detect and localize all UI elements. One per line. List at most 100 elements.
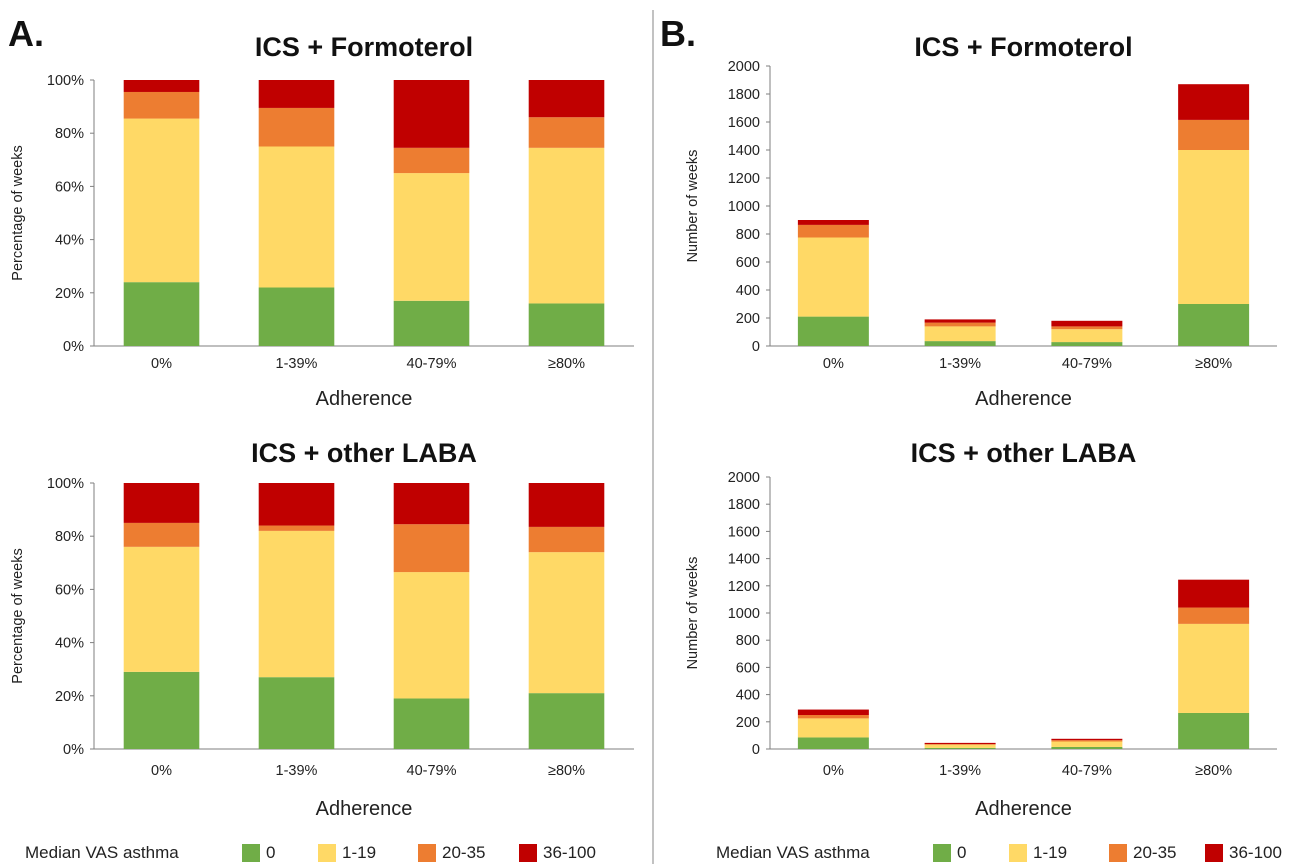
legend-swatch-0 [242, 844, 260, 862]
bar-segment-20-35 [1178, 119, 1250, 150]
x-tick-label: 1-39% [276, 356, 318, 372]
x-tick-label: 40-79% [1062, 356, 1112, 372]
y-tick-label: 0% [63, 339, 84, 355]
bar-segment-1-19 [1178, 623, 1250, 713]
bar-segment-0 [1051, 746, 1123, 749]
x-tick-label: 40-79% [407, 763, 457, 779]
bar-segment-36-100 [258, 80, 335, 108]
bar-segment-36-100 [924, 319, 996, 323]
y-tick-label: 2000 [728, 470, 760, 486]
bar-segment-0 [393, 300, 470, 346]
y-tick-label: 400 [736, 688, 760, 704]
y-tick-label: 80% [55, 529, 84, 545]
y-tick-label: 200 [736, 715, 760, 731]
x-tick-label: ≥80% [1195, 763, 1232, 779]
x-tick-label: 1-39% [939, 356, 981, 372]
panel-letter-a: A. [8, 13, 44, 54]
y-tick-label: 1400 [728, 143, 760, 159]
legend-label-1-19: 1-19 [1033, 843, 1067, 862]
bar-segment-1-19 [123, 118, 200, 283]
bar-segment-1-19 [528, 552, 605, 694]
legend-swatch-36-100 [1205, 844, 1223, 862]
y-tick-label: 20% [55, 689, 84, 705]
bar-segment-20-35 [924, 322, 996, 327]
bar-segment-0 [1178, 304, 1250, 346]
bar-segment-36-100 [1178, 579, 1250, 608]
y-tick-label: 0 [752, 742, 760, 758]
bar-segment-1-19 [1051, 329, 1123, 343]
x-tick-label: 0% [151, 763, 172, 779]
y-tick-label: 1000 [728, 606, 760, 622]
y-tick-label: 1200 [728, 171, 760, 187]
bar-segment-1-19 [393, 572, 470, 699]
y-tick-label: 800 [736, 227, 760, 243]
y-axis-title: Number of weeks [685, 150, 701, 263]
legend-label-36-100: 36-100 [1229, 843, 1282, 862]
bar-segment-20-35 [258, 525, 335, 531]
y-tick-label: 400 [736, 283, 760, 299]
chart-a-formoterol: ICS + Formoterol 0% 20% 40% 60% 80% 100% 0% 1-39… [10, 32, 634, 410]
x-tick-label: 1-39% [276, 763, 318, 779]
bar-segment-20-35 [797, 715, 869, 719]
legend-label-20-35: 20-35 [1133, 843, 1176, 862]
bar-segment-0 [924, 747, 996, 749]
bar-segment-1-19 [924, 744, 996, 748]
bar-segment-36-100 [393, 80, 470, 148]
bar-segment-0 [797, 737, 869, 749]
bar-segment-36-100 [528, 80, 605, 118]
bar-segment-1-19 [393, 173, 470, 301]
bar-segment-0 [258, 677, 335, 749]
bar-segment-20-35 [528, 526, 605, 553]
legend-label-1-19: 1-19 [342, 843, 376, 862]
bar-segment-36-100 [924, 742, 996, 745]
bar-segment-36-100 [258, 483, 335, 526]
bar-segment-1-19 [1051, 741, 1123, 747]
y-tick-label: 0% [63, 742, 84, 758]
bar-segment-0 [528, 693, 605, 749]
legend-swatch-36-100 [519, 844, 537, 862]
chart-a-other-laba: ICS + other LABA 0% 20% 40% 60% 80% 100% 0% 1-39… [10, 438, 634, 820]
x-tick-label: 0% [823, 763, 844, 779]
x-axis-title: Adherence [975, 388, 1072, 410]
legend-swatch-1-19 [1009, 844, 1027, 862]
legend-swatch-1-19 [318, 844, 336, 862]
x-tick-label: 1-39% [939, 763, 981, 779]
bar-segment-1-19 [924, 326, 996, 342]
legend-label-20-35: 20-35 [442, 843, 485, 862]
x-tick-label: ≥80% [548, 356, 585, 372]
bar-segment-36-100 [797, 220, 869, 225]
bar-segment-20-35 [528, 117, 605, 148]
bar-segment-20-35 [1178, 607, 1250, 624]
chart-b-other-laba: ICS + other LABA 0 200 400 600 800 1000 1200 140… [685, 438, 1277, 820]
legend-left: Median VAS asthma 0 1-19 20-35 36-100 [25, 843, 596, 862]
bar-segment-1-19 [1178, 150, 1250, 304]
legend-label-36-100: 36-100 [543, 843, 596, 862]
bar-segment-20-35 [123, 91, 200, 119]
y-tick-label: 100% [47, 73, 84, 89]
legend-title: Median VAS asthma [25, 843, 179, 862]
y-tick-label: 60% [55, 582, 84, 598]
bar-segment-1-19 [258, 146, 335, 288]
y-tick-label: 40% [55, 233, 84, 249]
legend-right: Median VAS asthma 0 1-19 20-35 36-100 [716, 843, 1282, 862]
y-tick-label: 2000 [728, 59, 760, 75]
bar-segment-1-19 [797, 237, 869, 317]
bar-segment-20-35 [393, 524, 470, 573]
y-tick-label: 60% [55, 179, 84, 195]
bar-segment-0 [123, 282, 200, 346]
bar-segment-0 [528, 303, 605, 346]
bar-segment-36-100 [393, 483, 470, 525]
y-tick-label: 40% [55, 636, 84, 652]
bar-segment-20-35 [123, 522, 200, 547]
y-tick-label: 1600 [728, 115, 760, 131]
bar-segment-0 [393, 698, 470, 749]
chart-b-formoterol: ICS + Formoterol 0 200 400 600 800 1000 1200 140… [685, 32, 1277, 410]
legend-label-0: 0 [957, 843, 966, 862]
bar-segment-1-19 [258, 530, 335, 678]
legend-swatch-20-35 [1109, 844, 1127, 862]
y-tick-label: 1800 [728, 87, 760, 103]
x-tick-label: 0% [823, 356, 844, 372]
y-tick-label: 100% [47, 476, 84, 492]
chart-title: ICS + Formoterol [914, 32, 1132, 62]
